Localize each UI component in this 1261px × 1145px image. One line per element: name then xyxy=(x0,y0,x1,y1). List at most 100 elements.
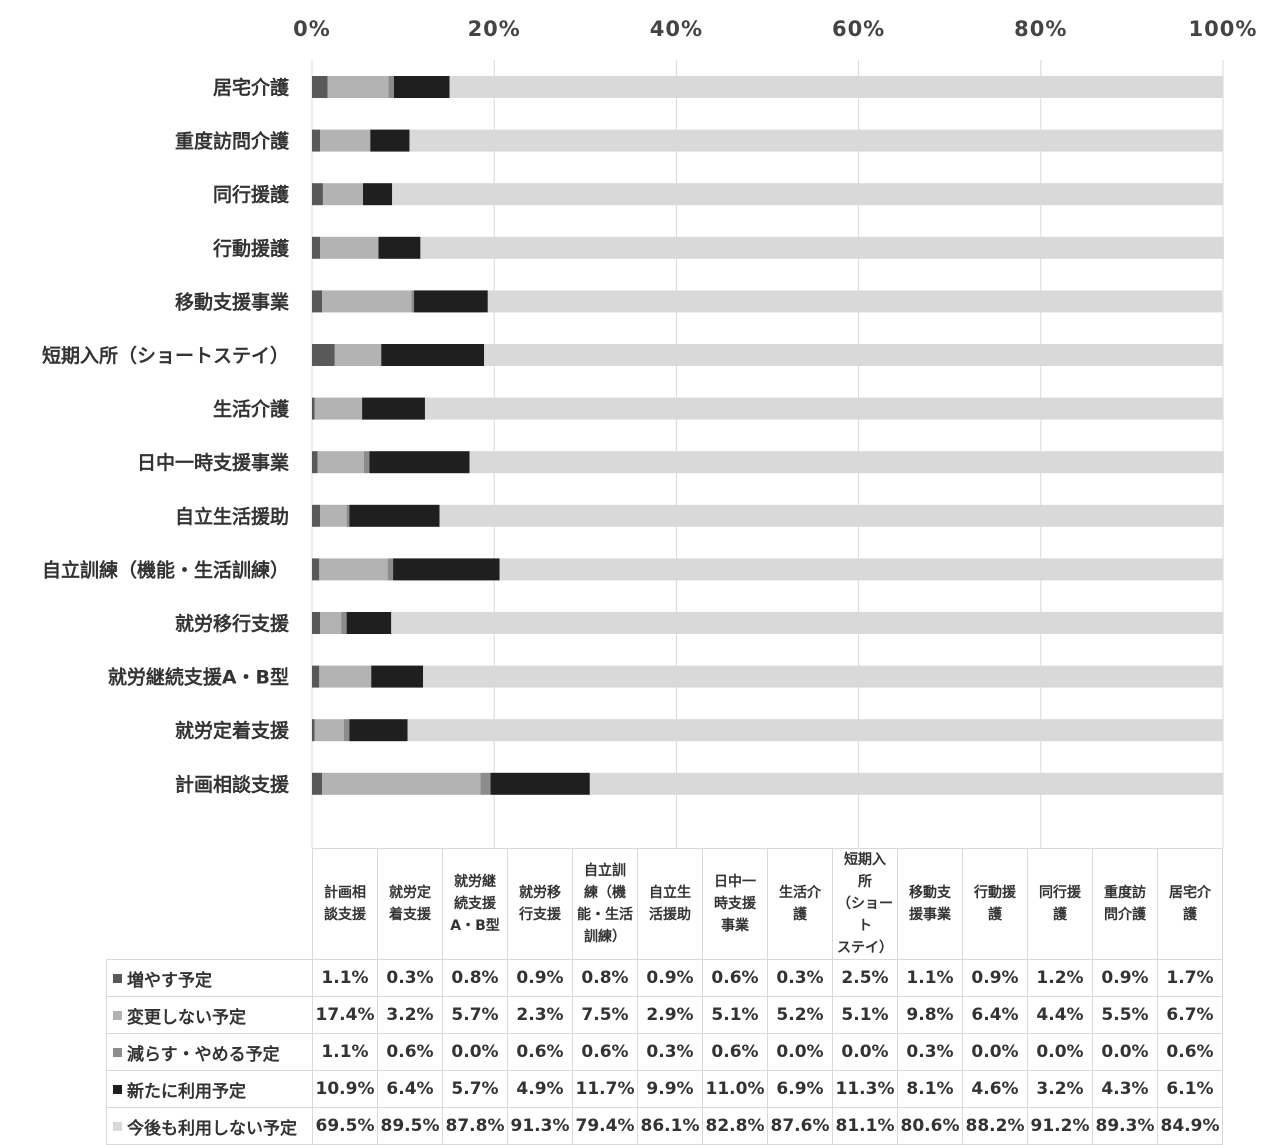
bar-segment xyxy=(312,129,321,152)
table-cell: 5.7% xyxy=(442,996,508,1034)
table-cell: 0.0% xyxy=(832,1033,898,1071)
category-label: 行動援護 xyxy=(212,237,290,260)
table-column-header: 生活介護 xyxy=(767,848,833,960)
table-cell: 0.0% xyxy=(442,1033,508,1071)
table-column-header: 就労定 着支援 xyxy=(377,848,443,960)
table-cell: 11.3% xyxy=(832,1070,898,1108)
bar-segment xyxy=(320,504,347,527)
table-column-header: 行動援護 xyxy=(962,848,1028,960)
bar-segment xyxy=(320,129,371,152)
bar-segment xyxy=(387,558,394,581)
table-cell: 6.1% xyxy=(1157,1070,1223,1108)
legend-label: 変更しない予定 xyxy=(127,1007,246,1028)
table-cell: 0.9% xyxy=(507,959,573,997)
table-column-header: 自立訓 練（機 能・生活 訓練） xyxy=(572,848,638,960)
table-column-header: 重度訪 問介護 xyxy=(1092,848,1158,960)
table-cell: 0.6% xyxy=(507,1033,573,1071)
table-cell: 87.6% xyxy=(767,1107,833,1145)
bar-segment xyxy=(314,397,363,420)
bar-segment xyxy=(414,290,488,313)
table-cell: 10.9% xyxy=(312,1070,378,1108)
bar-segment xyxy=(393,558,500,581)
bar-segment xyxy=(393,76,450,98)
table-cell: 0.6% xyxy=(572,1033,638,1071)
table-cell: 89.5% xyxy=(377,1107,443,1145)
bar-segment xyxy=(343,719,350,742)
bar-segment xyxy=(312,504,321,527)
category-label: 自立訓練（機能・生活訓練） xyxy=(42,558,289,581)
table-row: 新たに利用予定 10.9% 6.4% 5.7% 4.9% 11.7% 9.9% 11.0% 6.… xyxy=(106,1070,1223,1108)
table-cell: 5.7% xyxy=(442,1070,508,1108)
table-cell: 0.3% xyxy=(767,959,833,997)
bar-segment xyxy=(319,665,372,688)
table-cell: 8.1% xyxy=(897,1070,963,1108)
table-cell: 0.6% xyxy=(1157,1033,1223,1071)
legend-label: 新たに利用予定 xyxy=(127,1081,246,1102)
category-label: 居宅介護 xyxy=(213,76,290,99)
bar-segment xyxy=(378,236,421,259)
category-label: 生活介護 xyxy=(213,398,290,421)
table-row: 減らす・やめる予定 1.1% 0.6% 0.0% 0.6% 0.6% 0.3% 0.6% 0.0… xyxy=(106,1033,1223,1071)
table-cell: 0.3% xyxy=(637,1033,703,1071)
bar-segment xyxy=(391,612,1224,634)
bar-segment xyxy=(369,451,470,474)
table-column-header: 就労移 行支援 xyxy=(507,848,573,960)
bar-segment xyxy=(312,558,320,581)
table-row: 今後も利用しない予定 69.5% 89.5% 87.8% 91.3% 79.4% 86.1%… xyxy=(106,1107,1223,1145)
bar-segment xyxy=(420,236,1224,259)
x-tick-label: 60% xyxy=(832,17,885,41)
table-cell: 5.1% xyxy=(832,996,898,1034)
bar-segment xyxy=(320,612,342,634)
legend-label: 増やす予定 xyxy=(127,970,212,991)
legend-entry: 今後も利用しない予定 xyxy=(106,1107,313,1145)
bar-segment xyxy=(312,451,318,474)
table-cell: 0.6% xyxy=(702,959,768,997)
bar-segment xyxy=(490,772,590,795)
table-cell: 3.2% xyxy=(1027,1070,1093,1108)
table-cell: 0.3% xyxy=(377,959,443,997)
x-tick-label: 40% xyxy=(650,17,703,41)
legend-swatch xyxy=(113,973,122,983)
bar-segment xyxy=(312,76,328,98)
bar-segment xyxy=(322,183,364,206)
bar-segment xyxy=(370,129,410,152)
bar-segment xyxy=(312,183,323,206)
table-cell: 9.9% xyxy=(637,1070,703,1108)
table-cell: 6.9% xyxy=(767,1070,833,1108)
table-cell: 17.4% xyxy=(312,996,378,1034)
bar-segment xyxy=(341,612,347,634)
table-cell: 4.3% xyxy=(1092,1070,1158,1108)
bar-segment xyxy=(319,558,388,581)
bar-segment xyxy=(589,772,1223,795)
bar-segment xyxy=(312,719,315,742)
table-cell: 6.7% xyxy=(1157,996,1223,1034)
bar-segment xyxy=(349,504,440,527)
category-label: 就労定着支援 xyxy=(175,719,290,742)
legend-entry: 新たに利用予定 xyxy=(106,1070,313,1108)
table-cell: 88.2% xyxy=(962,1107,1028,1145)
table-row: 増やす予定 1.1% 0.3% 0.8% 0.9% 0.8% 0.9% 0.6% 0.3% 2.5… xyxy=(106,959,1223,997)
table-cell: 2.5% xyxy=(832,959,898,997)
legend-entry: 減らす・やめる予定 xyxy=(106,1033,313,1071)
table-cell: 1.1% xyxy=(312,1033,378,1071)
legend-swatch xyxy=(113,1121,122,1131)
table-cell: 84.9% xyxy=(1157,1107,1223,1145)
x-tick-label: 0% xyxy=(293,17,331,41)
legend-label: 減らす・やめる予定 xyxy=(127,1044,280,1065)
table-column-header: 同行援護 xyxy=(1027,848,1093,960)
table-cell: 0.9% xyxy=(1092,959,1158,997)
x-axis-ticks: 0% 20% 40% 60% 80% 100% xyxy=(293,17,1256,41)
table-header-row: 計画相 談支援 就労定 着支援 就労継 続支援 A・B型 就労移 行支援 自立訓 練（機 能・生活 訓練… xyxy=(106,848,1223,960)
table-cell: 0.6% xyxy=(702,1033,768,1071)
table-cell: 11.7% xyxy=(572,1070,638,1108)
legend-swatch xyxy=(113,1047,122,1057)
table-cell: 82.8% xyxy=(702,1107,768,1145)
table-cell: 5.2% xyxy=(767,996,833,1034)
table-cell: 3.2% xyxy=(377,996,443,1034)
bars xyxy=(312,76,1224,795)
table-column-header: 居宅介護 xyxy=(1157,848,1223,960)
bar-segment xyxy=(314,719,344,742)
table-cell: 0.9% xyxy=(637,959,703,997)
legend-entry: 変更しない予定 xyxy=(106,996,313,1034)
